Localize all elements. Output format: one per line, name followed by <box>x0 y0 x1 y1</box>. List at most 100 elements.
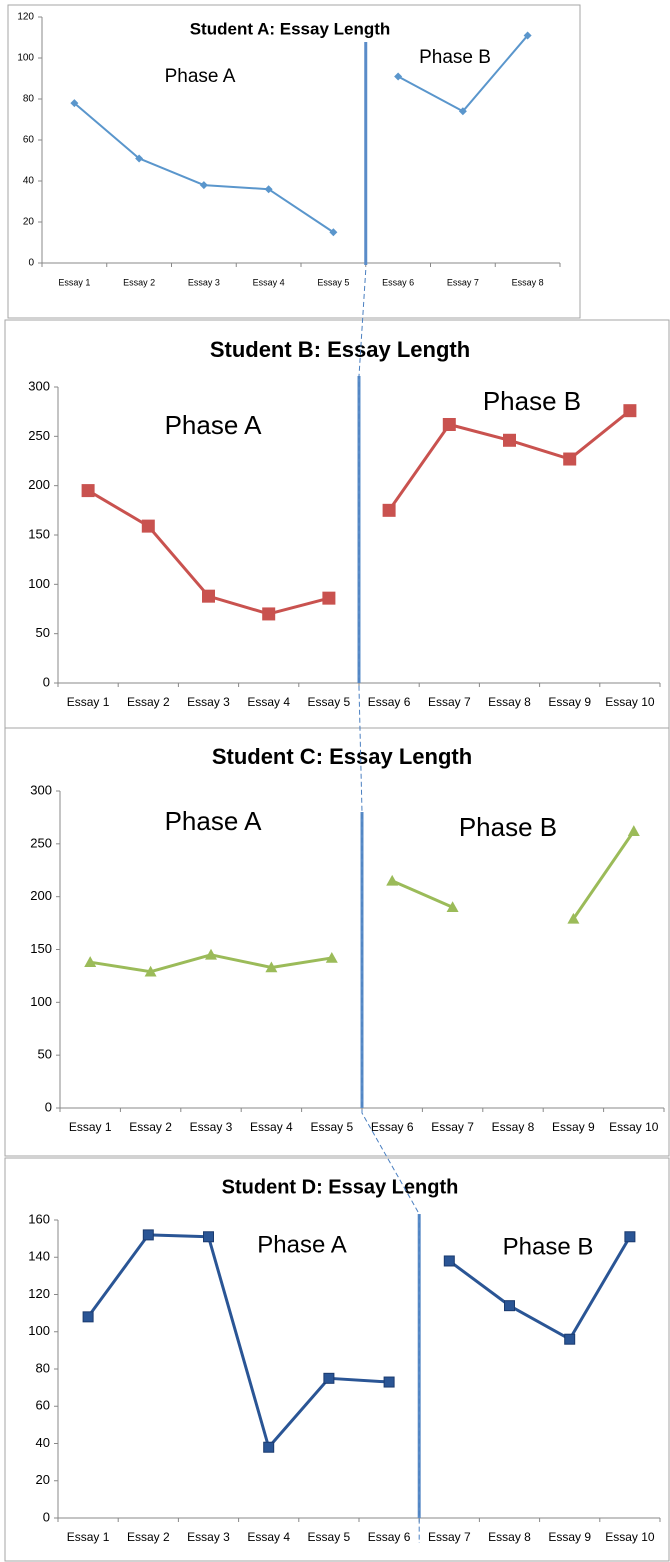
x-tick-label: Essay 3 <box>190 1120 233 1134</box>
chart-title: Student A: Essay Length <box>190 19 391 38</box>
marker <box>264 185 273 194</box>
y-tick-label: 50 <box>38 1047 52 1062</box>
marker <box>81 484 95 498</box>
y-tick-label: 40 <box>36 1435 50 1450</box>
y-tick-label: 250 <box>30 835 52 850</box>
chart-frame <box>4 1157 670 1562</box>
marker <box>442 417 456 431</box>
x-tick-label: Essay 10 <box>605 695 655 709</box>
y-tick-label: 160 <box>28 1211 50 1226</box>
series-line <box>86 1233 390 1449</box>
x-tick-label: Essay 7 <box>428 1530 471 1544</box>
chart-title: Student B: Essay Length <box>210 337 470 362</box>
phase-connector <box>358 269 420 1543</box>
marker <box>199 181 208 190</box>
x-tick-label: Essay 8 <box>488 695 531 709</box>
marker <box>394 72 403 81</box>
marker <box>386 874 399 886</box>
chart-title: Student C: Essay Length <box>212 744 472 769</box>
x-tick-label: Essay 2 <box>123 277 155 287</box>
y-tick-label: 250 <box>28 428 50 443</box>
y-tick-label: 20 <box>23 217 35 228</box>
y-tick-label: 60 <box>23 135 35 146</box>
x-tick-label: Essay 4 <box>247 695 290 709</box>
marker <box>323 1372 335 1384</box>
x-tick-label: Essay 2 <box>129 1120 172 1134</box>
marker <box>262 607 276 621</box>
marker <box>446 901 459 913</box>
x-tick-label: Essay 6 <box>371 1120 414 1134</box>
y-tick-label: 200 <box>30 888 52 903</box>
x-tick-label: Essay 3 <box>187 695 230 709</box>
x-tick-label: Essay 4 <box>247 1530 290 1544</box>
marker <box>623 404 637 418</box>
y-tick-label: 100 <box>30 994 52 1009</box>
chart-frame <box>7 4 581 319</box>
phase-label: Phase A <box>165 66 236 87</box>
y-tick-label: 120 <box>17 12 34 23</box>
marker <box>325 951 338 963</box>
marker <box>382 503 396 517</box>
x-tick-label: Essay 8 <box>512 277 544 287</box>
x-tick-label: Essay 6 <box>368 695 411 709</box>
marker <box>523 31 532 40</box>
x-tick-label: Essay 2 <box>127 695 170 709</box>
y-tick-label: 150 <box>28 526 50 541</box>
marker <box>322 591 336 605</box>
x-tick-label: Essay 8 <box>492 1120 535 1134</box>
x-tick-label: Essay 5 <box>308 1530 351 1544</box>
x-tick-label: Essay 10 <box>609 1120 659 1134</box>
marker <box>504 1300 515 1312</box>
y-tick-label: 120 <box>28 1286 50 1301</box>
marker <box>265 961 278 973</box>
x-tick-label: Essay 9 <box>548 695 591 709</box>
x-tick-label: Essay 7 <box>447 277 479 287</box>
y-tick-label: 40 <box>23 176 35 187</box>
marker <box>144 965 157 977</box>
marker <box>624 1231 636 1243</box>
marker <box>84 956 97 967</box>
marker <box>82 1311 94 1323</box>
x-tick-label: Essay 4 <box>253 277 285 287</box>
y-tick-label: 0 <box>43 674 50 689</box>
marker <box>567 912 580 924</box>
marker <box>564 1333 576 1345</box>
y-tick-label: 100 <box>28 1323 50 1338</box>
x-tick-label: Essay 1 <box>67 1530 110 1544</box>
marker <box>203 1231 214 1243</box>
y-tick-label: 80 <box>36 1360 50 1375</box>
y-tick-label: 150 <box>30 941 52 956</box>
marker <box>70 99 79 108</box>
marker <box>135 154 144 163</box>
marker <box>458 107 467 116</box>
series-line <box>391 830 636 920</box>
x-tick-label: Essay 6 <box>382 277 414 287</box>
phase-label: Phase A <box>165 410 263 440</box>
x-tick-label: Essay 1 <box>67 695 110 709</box>
x-tick-label: Essay 7 <box>431 1120 474 1134</box>
x-tick-label: Essay 3 <box>187 1530 230 1544</box>
phase-label: Phase B <box>459 812 557 842</box>
x-tick-label: Essay 9 <box>548 1530 591 1544</box>
y-tick-label: 100 <box>17 53 34 64</box>
phase-label: Phase B <box>419 47 491 68</box>
y-tick-label: 300 <box>30 782 52 797</box>
marker <box>383 1376 395 1388</box>
y-tick-label: 100 <box>28 576 50 591</box>
x-tick-label: Essay 4 <box>250 1120 293 1134</box>
chart-title: Student D: Essay Length <box>222 1176 459 1198</box>
marker <box>503 433 516 447</box>
y-tick-label: 200 <box>28 477 50 492</box>
marker <box>141 519 155 533</box>
x-tick-label: Essay 10 <box>605 1530 655 1544</box>
y-tick-label: 0 <box>43 1509 50 1524</box>
y-tick-label: 60 <box>36 1398 50 1413</box>
y-tick-label: 140 <box>28 1249 50 1264</box>
y-tick-label: 50 <box>36 625 50 640</box>
marker <box>142 1229 154 1241</box>
x-tick-label: Essay 2 <box>127 1530 170 1544</box>
x-tick-label: Essay 6 <box>368 1530 411 1544</box>
phase-label: Phase B <box>503 1233 594 1260</box>
phase-label: Phase B <box>483 386 581 416</box>
y-tick-label: 80 <box>23 94 35 105</box>
